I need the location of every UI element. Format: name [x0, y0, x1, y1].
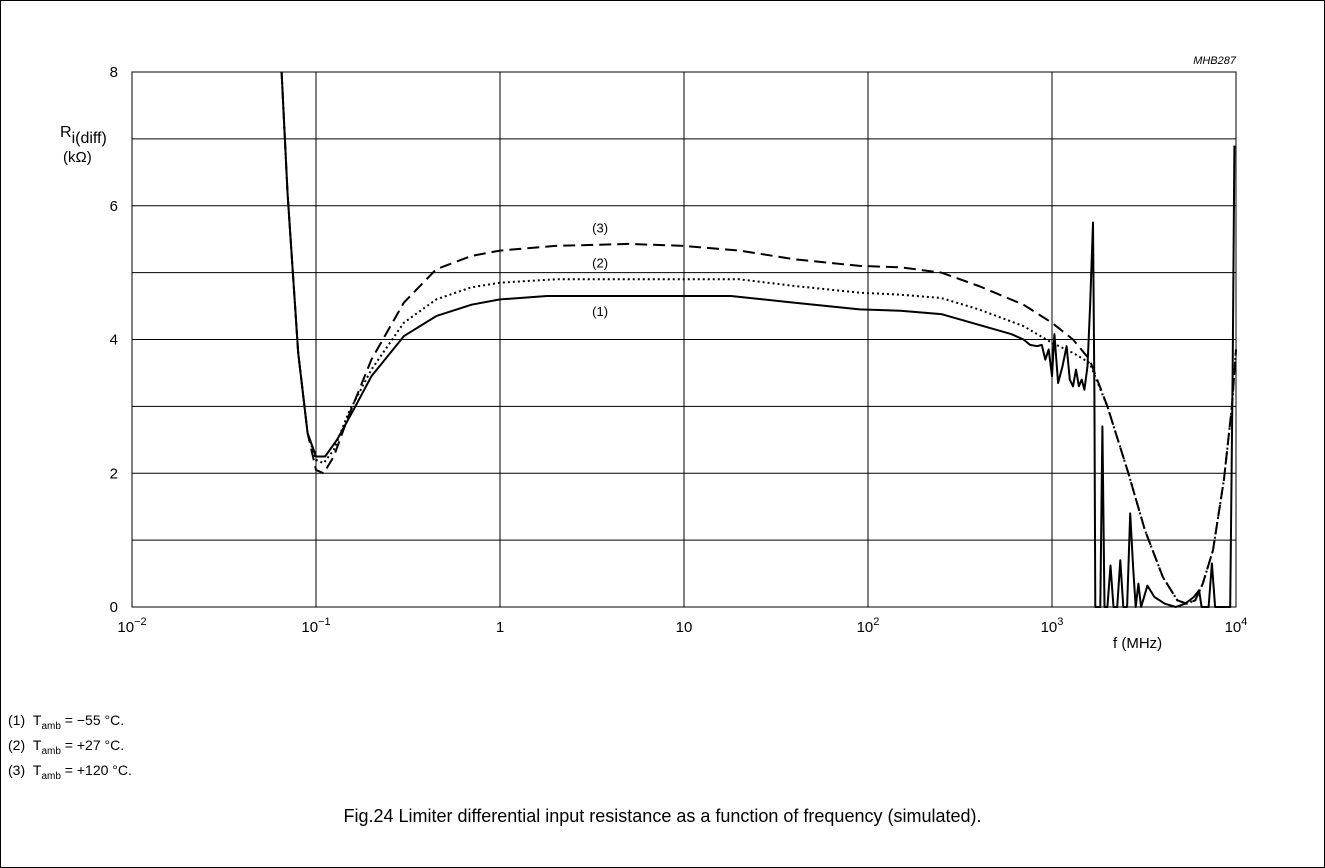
x-tick-label: 1 [496, 619, 504, 636]
note-2-sym: T [32, 737, 42, 753]
x-axis-label: f (MHz) [1113, 635, 1162, 652]
note-3-num: (3) [8, 762, 26, 778]
note-3: (3) Tamb = +120 °C. [8, 762, 132, 782]
curve-label: (3) [592, 221, 608, 236]
y-tick-label: 4 [110, 332, 118, 349]
y-axis-label: Ri(diff) [60, 124, 107, 147]
y-tick-label: 6 [110, 198, 118, 215]
note-3-sub: amb [41, 770, 61, 782]
y-tick-label: 0 [110, 599, 118, 616]
note-1-sub: amb [41, 720, 61, 732]
note-1-rest: = −55 °C. [60, 712, 125, 728]
note-1-sym: T [32, 712, 42, 728]
y-axis-symbol: R [60, 124, 72, 141]
figure-caption: Fig.24 Limiter differential input resist… [343, 806, 982, 826]
series-line-1 [280, 71, 1236, 608]
series-layer [280, 71, 1237, 608]
curve-label: (1) [592, 304, 608, 319]
x-tick-label: 10−1 [301, 616, 330, 636]
labels: MHB287 Ri(diff) (kΩ) f (MHz) 0 2 4 6 8 10−2 10… [60, 55, 1247, 652]
x-tick-label: 104 [1225, 616, 1248, 636]
note-2-num: (2) [8, 737, 26, 753]
y-tick-label: 8 [110, 64, 118, 81]
note-1-num: (1) [8, 712, 26, 728]
grid [131, 71, 1237, 608]
note-3-rest: = +120 °C. [60, 762, 132, 778]
x-tick-label: 103 [1041, 616, 1064, 636]
series-line-2 [280, 71, 1237, 605]
note-2: (2) Tamb = +27 °C. [8, 737, 124, 757]
note-1: (1) Tamb = −55 °C. [8, 712, 124, 732]
x-tick-label: 10−2 [117, 616, 146, 636]
curve-label: (2) [592, 255, 608, 270]
x-tick-label: 10 [676, 619, 693, 636]
y-tick-label: 2 [110, 465, 118, 482]
note-3-sym: T [32, 762, 42, 778]
figure-code: MHB287 [1193, 55, 1237, 67]
series-line-3 [280, 71, 1237, 605]
note-2-rest: = +27 °C. [60, 737, 125, 753]
y-axis-subscript: i(diff) [72, 130, 107, 147]
x-tick-label: 102 [857, 616, 880, 636]
y-axis-unit: (kΩ) [63, 149, 92, 166]
note-2-sub: amb [41, 745, 61, 757]
